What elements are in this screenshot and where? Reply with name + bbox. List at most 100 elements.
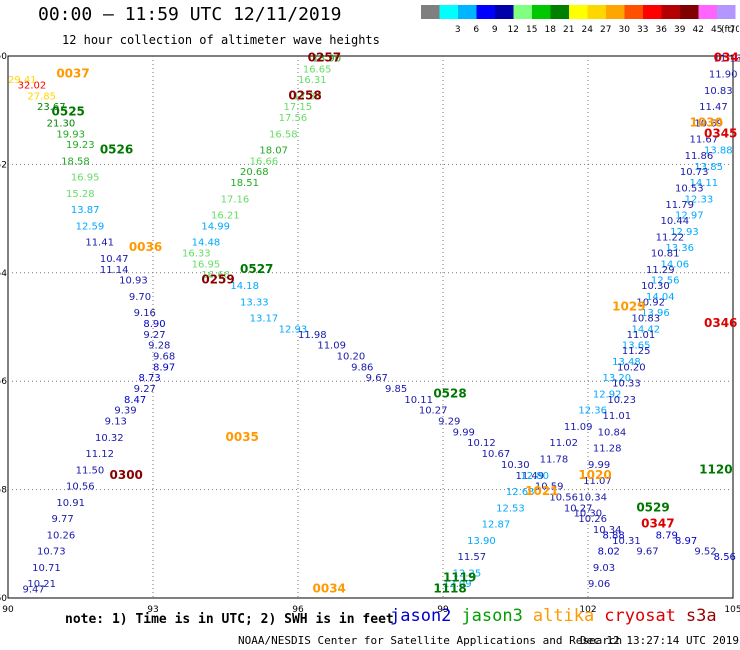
wave-height-value: 11.57 (458, 552, 487, 563)
pass-time-label: 0526 (100, 143, 133, 157)
wave-height-value: 23.67 (37, 102, 66, 113)
wave-height-value: 12.36 (578, 406, 607, 417)
wave-height-value: 17.56 (279, 113, 308, 124)
wave-height-value: 11.86 (685, 151, 714, 162)
wave-height-value: 12.53 (496, 503, 525, 514)
wave-height-value: 10.91 (56, 498, 85, 509)
wave-height-value: 16.58 (269, 129, 298, 140)
scale-swatch (421, 5, 440, 19)
wave-height-value: 12.09 (443, 579, 472, 590)
legend-jason3: jason3 (461, 606, 523, 626)
wave-height-value: 10.93 (119, 276, 148, 287)
wave-height-value: 8.79 (656, 530, 678, 541)
wave-height-value: 11.47 (699, 102, 728, 113)
wave-height-value: 27.85 (27, 91, 56, 102)
wave-height-value: 10.11 (404, 395, 433, 406)
scale-label: 27 (600, 25, 611, 35)
pass-time-label: 1120 (699, 462, 732, 476)
wave-height-value: 9.03 (593, 563, 615, 574)
wave-height-value: 11.09 (564, 422, 593, 433)
wave-height-value: 9.67 (636, 547, 658, 558)
wave-height-value: 10.83 (632, 314, 661, 325)
wave-height-value: 13.17 (250, 314, 279, 325)
wave-height-value: 16.66 (201, 270, 230, 281)
wave-height-value: 12.93 (670, 227, 699, 238)
wave-height-value: 14.18 (230, 281, 259, 292)
wave-height-value: 13.88 (704, 146, 733, 157)
wave-height-value: 9.47 (23, 585, 45, 596)
wave-height-value: 11.25 (622, 346, 651, 357)
pass-time-label: 0528 (433, 386, 466, 400)
wave-height-value: 12.93 (279, 324, 308, 335)
scale-swatch (513, 5, 532, 19)
pass-time-label: 0036 (129, 240, 162, 254)
scale-swatch (717, 5, 736, 19)
scale-swatch (532, 5, 551, 19)
wave-height-value: 10.81 (651, 249, 680, 260)
wave-height-value: 13.85 (694, 162, 723, 173)
wave-height-value: 20.68 (240, 167, 269, 178)
wave-height-value: 18.51 (230, 178, 259, 189)
wave-height-value: 10.21 (27, 579, 56, 590)
scale-unit: (ft) (721, 25, 735, 35)
legend-s3a: s3a (685, 606, 717, 626)
wave-height-value: 9.52 (694, 547, 716, 558)
wave-height-value: 16.65 (303, 64, 332, 75)
wave-height-value: 13.96 (641, 308, 670, 319)
wave-height-value: 11.09 (317, 341, 346, 352)
wave-height-value: 12.80 (520, 471, 549, 482)
wave-height-value: 11.67 (690, 135, 719, 146)
scale-label: 39 (674, 25, 686, 35)
wave-height-value: 12.97 (675, 211, 704, 222)
wave-height-value: 11.07 (583, 476, 612, 487)
wave-height-value: 14.48 (192, 238, 221, 249)
wave-height-value: 10.71 (32, 563, 61, 574)
footer-timestamp: Dec 12 13:27:14 UTC 2019 (580, 634, 739, 647)
pass-time-label: 0525 (52, 105, 85, 119)
scale-label: 12 (508, 25, 519, 35)
wave-height-value: 9.68 (153, 352, 175, 363)
wave-height-value: 18.07 (259, 146, 288, 157)
wave-height-value: 8.73 (139, 373, 161, 384)
pass-time-label: 0344 (714, 50, 740, 64)
wave-height-value: 9.99 (588, 460, 610, 471)
wave-height-value: 21.30 (47, 118, 76, 129)
wave-height-value: 11.29 (646, 265, 675, 276)
wave-height-value: 10.34 (578, 492, 607, 503)
wave-height-value: 13.20 (603, 373, 632, 384)
wave-height-value: 11.13 (714, 53, 740, 64)
wave-height-value: 8.47 (124, 395, 146, 406)
legend-altika: altika (532, 606, 595, 626)
wave-height-value: 10.27 (564, 503, 593, 514)
wave-height-value: 12.92 (593, 389, 622, 400)
scale-swatch (661, 5, 680, 19)
legend-jason2: jason2 (390, 606, 452, 626)
satellite-legend: jason2 jason3 altika cryosat s3a (390, 606, 727, 626)
y-tick-label: -58 (0, 486, 7, 496)
wave-height-value: 9.13 (105, 417, 127, 428)
scale-label: 6 (473, 25, 479, 35)
wave-height-value: 9.67 (366, 373, 388, 384)
wave-height-value: 9.16 (134, 308, 156, 319)
scale-swatch (476, 5, 495, 19)
scale-swatch (495, 5, 514, 19)
wave-height-value: 9.39 (114, 406, 136, 417)
wave-height-value: 10.73 (680, 167, 709, 178)
wave-height-value: 13.33 (240, 297, 269, 308)
wave-height-value: 19.93 (56, 129, 85, 140)
legend-cryosat: cryosat (604, 606, 676, 626)
scale-swatch (680, 5, 699, 19)
wave-height-value: 13.48 (612, 357, 641, 368)
x-tick-label: 90 (2, 605, 14, 615)
pass-time-label: 0037 (56, 67, 89, 81)
scale-label: 30 (619, 25, 631, 35)
wave-height-value: 9.86 (351, 362, 373, 373)
wave-height-value: 11.78 (540, 455, 569, 466)
scale-swatch (606, 5, 625, 19)
pass-time-label: 0346 (704, 316, 737, 330)
wave-height-value: 9.70 (129, 292, 151, 303)
y-tick-label: -56 (0, 377, 7, 387)
